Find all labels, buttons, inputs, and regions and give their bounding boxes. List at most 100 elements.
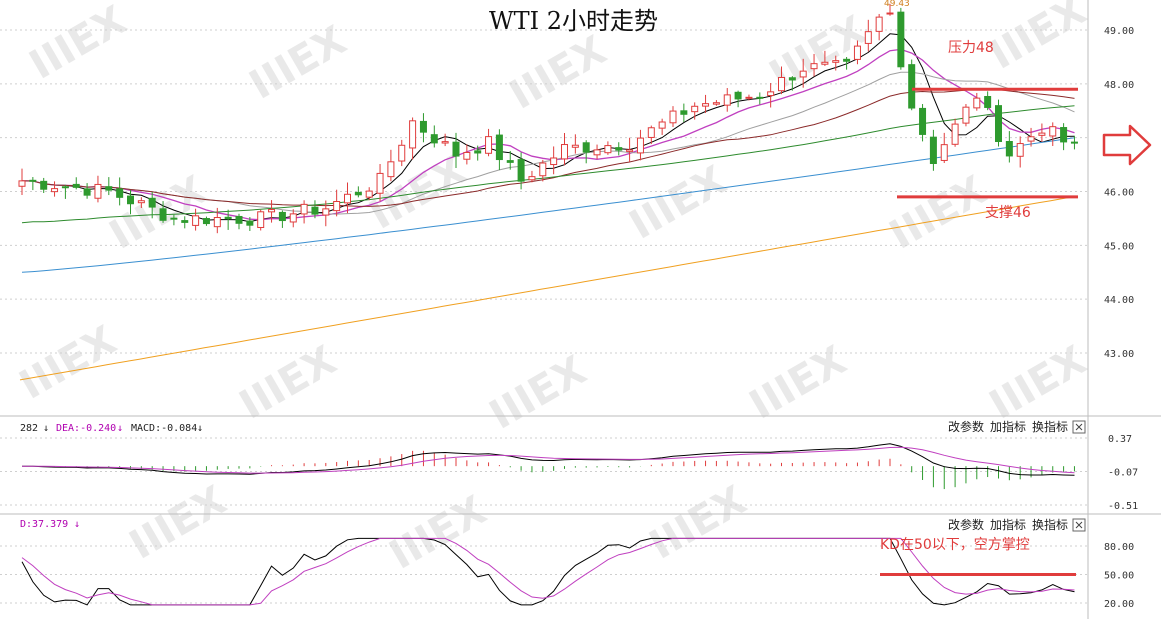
candle-down	[843, 58, 851, 62]
candle-up	[604, 145, 612, 154]
candle-down	[474, 150, 482, 154]
modify-params-button[interactable]: 改参数	[948, 419, 984, 434]
candle-up	[192, 215, 200, 226]
candle-up	[18, 180, 26, 187]
candle-up	[94, 183, 102, 199]
candle-up	[973, 97, 981, 109]
candle-up	[799, 70, 807, 78]
candle-down	[235, 215, 243, 224]
candle-up	[550, 157, 558, 166]
candle-down	[246, 220, 254, 226]
candle-up	[864, 31, 872, 44]
candle-down	[61, 186, 69, 189]
candle-up	[333, 201, 341, 212]
close-icon[interactable]	[1072, 420, 1086, 434]
kd-tick-label: 50.00	[1104, 571, 1134, 582]
switch-indicator-button[interactable]: 换指标	[1032, 517, 1068, 532]
watermark-text: IIIEX	[122, 477, 234, 568]
candle-down	[582, 142, 590, 153]
macd-dif-value: 282	[20, 423, 38, 434]
macd-tick-label: -0.51	[1108, 501, 1138, 512]
candle-up	[344, 193, 351, 204]
support-label: 支撑46	[985, 205, 1031, 221]
candle-up	[626, 149, 634, 152]
candle-down	[1070, 141, 1078, 144]
level-lines	[880, 87, 1078, 576]
add-indicator-button[interactable]: 加指标	[990, 419, 1026, 434]
price-tick-label: 46.00	[1104, 188, 1134, 199]
candle-down	[1005, 140, 1013, 157]
chart-title: WTI 2小时走势	[489, 7, 658, 35]
modify-params-button[interactable]: 改参数	[948, 517, 984, 532]
kd-panel	[21, 537, 1075, 606]
candle-up	[365, 190, 373, 198]
candle-up	[832, 60, 840, 63]
kd-d-value: D:37.379	[20, 519, 68, 530]
down-arrow-icon: ↓	[117, 423, 123, 434]
candle-down	[517, 159, 525, 182]
kd-note-label: KD在50以下，空方掌控	[880, 537, 1030, 553]
candle-down	[929, 136, 937, 164]
candle-up	[647, 127, 655, 138]
resistance-label: 压力48	[948, 40, 994, 56]
kd-tick-label: 80.00	[1104, 542, 1134, 553]
macd-dea-line	[22, 446, 1075, 474]
candle-up	[1038, 132, 1046, 136]
candle-down	[83, 188, 91, 196]
candle-down	[29, 179, 37, 182]
add-indicator-button[interactable]: 加指标	[990, 517, 1026, 532]
candle-down	[170, 217, 178, 220]
watermark-text: IIIEX	[232, 337, 344, 428]
candle-up	[387, 161, 395, 178]
candle-up	[322, 208, 330, 216]
candle-down	[159, 208, 167, 221]
candle-up	[723, 94, 731, 106]
candle-up	[962, 106, 970, 124]
candle-down	[615, 147, 623, 151]
candle-up	[528, 176, 536, 181]
candle-down	[72, 183, 80, 188]
switch-indicator-button[interactable]: 换指标	[1032, 419, 1068, 434]
candle-down	[202, 218, 210, 225]
price-tick-label: 48.00	[1104, 80, 1134, 91]
watermark-text: IIIEX	[982, 337, 1094, 428]
candle-up	[636, 137, 644, 154]
candle-up	[821, 61, 829, 65]
ma30-line	[21, 88, 1075, 207]
candle-up	[539, 162, 547, 177]
high-price-label: 49.43	[884, 0, 910, 9]
price-tick-label: 44.00	[1104, 295, 1134, 306]
candle-down	[181, 220, 189, 223]
candle-down	[430, 134, 438, 144]
macd-dea-value: DEA:-0.240	[56, 423, 116, 434]
candle-down	[452, 141, 460, 157]
watermark-text: IIIEX	[502, 27, 614, 118]
candle-up	[485, 136, 493, 154]
macd-hist-value: MACD:-0.084	[131, 423, 197, 434]
kd-legend: D:37.379 ↓	[20, 519, 80, 530]
close-icon[interactable]	[1072, 518, 1086, 532]
candle-up	[409, 120, 417, 149]
candle-down	[734, 91, 742, 100]
watermark-text: IIIEX	[482, 347, 594, 438]
macd-dif-line	[22, 443, 1075, 476]
candle-up	[702, 103, 710, 107]
candle-down	[495, 134, 503, 161]
candle-up	[1027, 136, 1035, 142]
price-tick-label: 43.00	[1104, 349, 1134, 360]
ma120-line	[21, 137, 1075, 273]
candle-down	[506, 160, 514, 163]
candle-up	[712, 102, 720, 105]
ma250-line	[19, 196, 1073, 381]
candle-up	[593, 149, 601, 156]
down-arrow-icon: ↓	[74, 519, 80, 530]
y-axis-ticks: 49.0048.0047.0046.0045.0044.0043.000.37-…	[1104, 26, 1138, 610]
candle-up	[669, 110, 677, 124]
candle-up	[137, 200, 145, 204]
macd-tick-label: -0.07	[1108, 468, 1138, 479]
candle-down	[127, 195, 134, 205]
candle-down	[908, 64, 916, 109]
candle-up	[561, 144, 568, 160]
